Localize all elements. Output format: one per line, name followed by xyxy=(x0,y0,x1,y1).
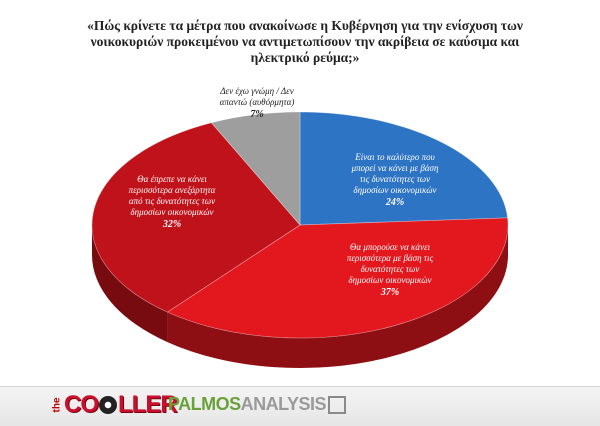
slice-value-label-1: 37% xyxy=(380,287,399,298)
pie-slice-side-1 xyxy=(167,225,508,368)
slice-label-1-line-3: δημοσίων οικονομικών xyxy=(348,275,431,285)
slice-value-label-3: 7% xyxy=(250,109,263,120)
pie-top-layer xyxy=(91,111,509,339)
slice-label-2-line-2: από τις δυνατότητες των xyxy=(129,196,215,206)
slice-label-1-line-1: περισσότερα με βάση τις xyxy=(347,253,434,263)
logo-box-icon xyxy=(328,396,347,415)
pie-slice-side-2 xyxy=(92,225,168,343)
slice-label-0-line-0: Είναι το καλύτερο που xyxy=(354,152,435,162)
slice-label-3-line-0: Δεν έχω γνώμη / Δεν xyxy=(219,86,293,96)
slice-label-1-line-2: δυνατότητες των xyxy=(361,264,420,274)
the-coller-logo: the CO LLER xyxy=(50,390,178,420)
slice-label-0-line-1: μπορεί να κάνει με βάση xyxy=(351,163,439,173)
slice-label-2-line-1: περισσότερα ανεξάρτητα xyxy=(129,185,216,195)
logo-the-text: the xyxy=(51,397,63,412)
pie-depth-layer xyxy=(92,225,508,368)
pie-slice-1 xyxy=(166,217,509,339)
slice-label-1-line-0: Θα μπορούσε να κάνει xyxy=(350,242,431,252)
logo-coller-word-a: CO xyxy=(64,391,99,418)
palmos-analysis-logo: PALMOSANALYSIS xyxy=(168,394,347,420)
slice-label-0-line-3: δημοσίων οικονομικών xyxy=(353,185,436,195)
slice-label-2-line-3: δημοσίων οικονομικών xyxy=(130,207,213,217)
slice-label-0-line-2: τις δυνατότητες των xyxy=(360,174,430,184)
slice-label-3-line-1: απαντώ (αυθόρμητα) xyxy=(220,97,295,107)
logo-coller-word-b: LLER xyxy=(118,391,178,418)
slice-value-label-0: 24% xyxy=(385,197,404,208)
logo-palmos-text: PALMOS xyxy=(168,394,241,414)
slice-label-2-line-0: Θα έπρεπε να κάνει xyxy=(137,174,207,184)
chart-title: «Πώς κρίνετε τα μέτρα που ανακοίνωσε η Κ… xyxy=(87,18,523,65)
slice-value-label-2: 32% xyxy=(162,219,181,230)
pie-slice-0 xyxy=(299,111,509,226)
logo-analysis-text: ANALYSIS xyxy=(240,394,327,414)
pie-slice-3 xyxy=(210,111,301,227)
vinyl-disc-icon xyxy=(99,396,117,414)
pie-slice-2 xyxy=(91,122,301,313)
